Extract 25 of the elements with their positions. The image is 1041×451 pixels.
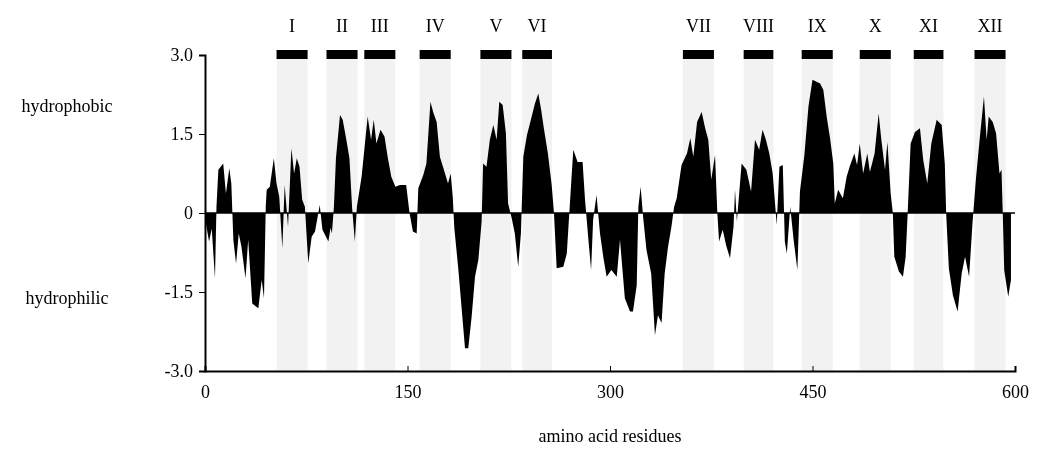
- band-label: X: [868, 16, 882, 36]
- x-axis-title: amino acid residues: [538, 426, 682, 446]
- text: hydrophilic: [25, 288, 109, 308]
- band-label: II: [336, 16, 349, 36]
- band-label: I: [289, 16, 296, 36]
- x-tick-label: 600: [1002, 381, 1029, 402]
- band-label: IX: [807, 16, 827, 36]
- band-label: XI: [919, 16, 939, 36]
- x-tick-label: 150: [394, 381, 422, 402]
- y-tick-label: -1.5: [164, 282, 193, 303]
- y-tick-label: 3.0: [170, 45, 193, 66]
- y-tick-label: 1.5: [170, 124, 193, 145]
- x-tick-label: 450: [799, 381, 827, 402]
- band-label: IV: [425, 16, 445, 36]
- y-tick-label: -3.0: [164, 361, 193, 382]
- band-label: VII: [685, 16, 711, 36]
- band-label: VI: [527, 16, 547, 36]
- y-tick-label: 0: [184, 203, 193, 224]
- x-tick-label: 0: [201, 381, 210, 402]
- x-tick-label: 300: [597, 381, 624, 402]
- band-label: VIII: [743, 16, 774, 36]
- band-label: XII: [977, 16, 1003, 36]
- band-label: V: [489, 16, 503, 36]
- text: hydrophobic: [21, 96, 113, 116]
- band-label: III: [370, 16, 389, 36]
